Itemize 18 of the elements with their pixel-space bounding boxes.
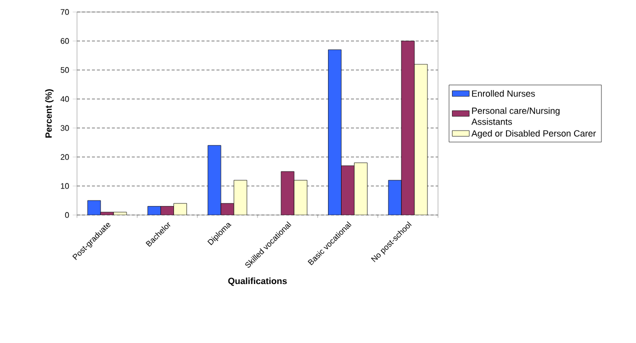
bar — [208, 145, 221, 215]
legend-label: Personal care/Nursing Assistants — [471, 107, 560, 125]
bar — [87, 200, 101, 215]
bar — [328, 50, 342, 215]
bar — [341, 166, 354, 215]
legend-label: Enrolled Nurses — [472, 90, 535, 97]
bar — [354, 162, 368, 215]
y-axis-title: Percent (%) — [45, 89, 54, 138]
bar — [414, 64, 428, 215]
bar — [220, 203, 234, 215]
bar — [401, 40, 415, 215]
bar — [294, 180, 308, 215]
bar — [280, 171, 294, 215]
bar — [388, 180, 402, 215]
bar — [174, 203, 187, 215]
bar — [234, 180, 247, 215]
x-axis-title: Qualifications — [228, 278, 287, 286]
legend-label: Aged or Disabled Person Carer — [471, 130, 596, 138]
